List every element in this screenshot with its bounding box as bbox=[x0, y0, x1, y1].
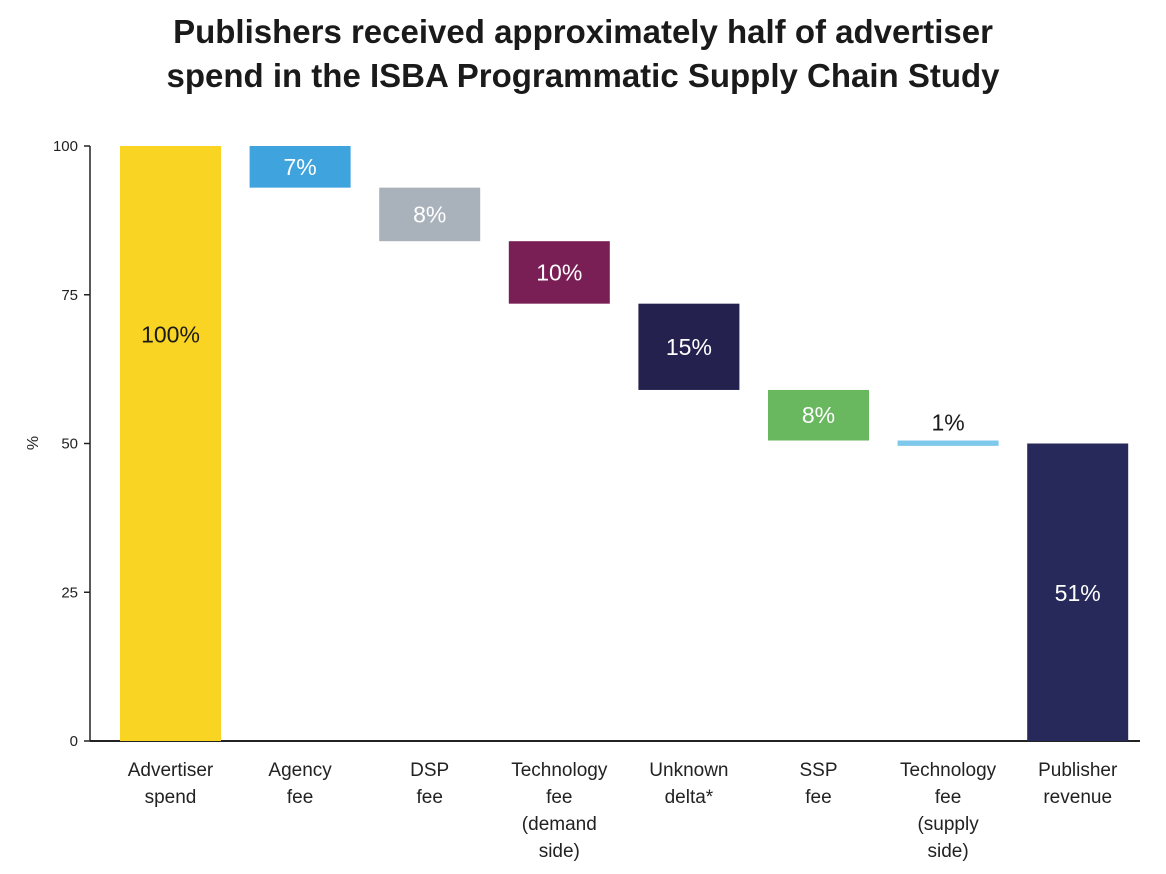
y-tick-label: 25 bbox=[61, 584, 78, 601]
category-label-5-line-1: fee bbox=[805, 787, 831, 808]
category-label-6-line-1: fee bbox=[935, 787, 961, 808]
category-label-5-line-0: SSP bbox=[799, 760, 837, 781]
data-label-3: 10% bbox=[536, 259, 582, 285]
bar-7 bbox=[1027, 443, 1129, 741]
y-tick-label: 0 bbox=[70, 733, 78, 750]
category-label-7-line-0: Publisher bbox=[1038, 760, 1118, 781]
category-label-6-line-3: side) bbox=[928, 841, 969, 862]
data-label-5: 8% bbox=[802, 402, 835, 428]
data-label-6: 1% bbox=[931, 410, 964, 436]
plot-area: 0 25 50 75 100% 100% Advertiser spend 7% Agency fe… bbox=[25, 138, 1140, 862]
category-label-0-line-0: Advertiser bbox=[128, 760, 214, 781]
y-tick-label: 75 bbox=[61, 287, 78, 304]
category-label-1-line-1: fee bbox=[287, 787, 313, 808]
data-label-4: 15% bbox=[666, 334, 712, 360]
category-label-7-line-1: revenue bbox=[1043, 787, 1112, 808]
category-label-3-line-0: Technology bbox=[511, 760, 608, 781]
bar-5 bbox=[768, 389, 869, 441]
category-label-6-line-2: (supply bbox=[917, 814, 979, 835]
category-label-4-line-0: Unknown bbox=[649, 760, 728, 781]
bar-4 bbox=[638, 303, 740, 390]
category-label-3-line-1: fee bbox=[546, 787, 572, 808]
category-label-0-line-1: spend bbox=[145, 787, 197, 808]
chart-title: Publishers received approximately half o… bbox=[0, 10, 1166, 98]
bar-0 bbox=[120, 146, 221, 741]
category-label-6-line-0: Technology bbox=[900, 760, 997, 781]
data-label-0: 100% bbox=[141, 321, 200, 347]
data-label-7: 51% bbox=[1055, 580, 1101, 606]
category-label-3-line-3: side) bbox=[539, 841, 580, 862]
chart-title-line-2: spend in the ISBA Programmatic Supply Ch… bbox=[166, 57, 1000, 94]
data-label-2: 8% bbox=[413, 201, 446, 227]
y-axis-label: % bbox=[25, 436, 42, 450]
category-label-2-line-1: fee bbox=[416, 787, 442, 808]
category-label-2-line-0: DSP bbox=[410, 760, 449, 781]
category-label-4-line-1: delta* bbox=[665, 787, 714, 808]
chart-title-line-1: Publishers received approximately half o… bbox=[173, 13, 993, 50]
data-label-1: 7% bbox=[283, 154, 316, 180]
y-tick-label: 50 bbox=[61, 436, 78, 453]
category-label-3-line-2: (demand bbox=[522, 814, 597, 835]
bar-3 bbox=[508, 241, 610, 304]
category-label-1-line-0: Agency bbox=[268, 760, 332, 781]
bar-2 bbox=[379, 187, 481, 242]
y-tick-label: 100 bbox=[53, 138, 78, 155]
bar-6 bbox=[897, 440, 999, 446]
bar-1 bbox=[249, 146, 351, 188]
